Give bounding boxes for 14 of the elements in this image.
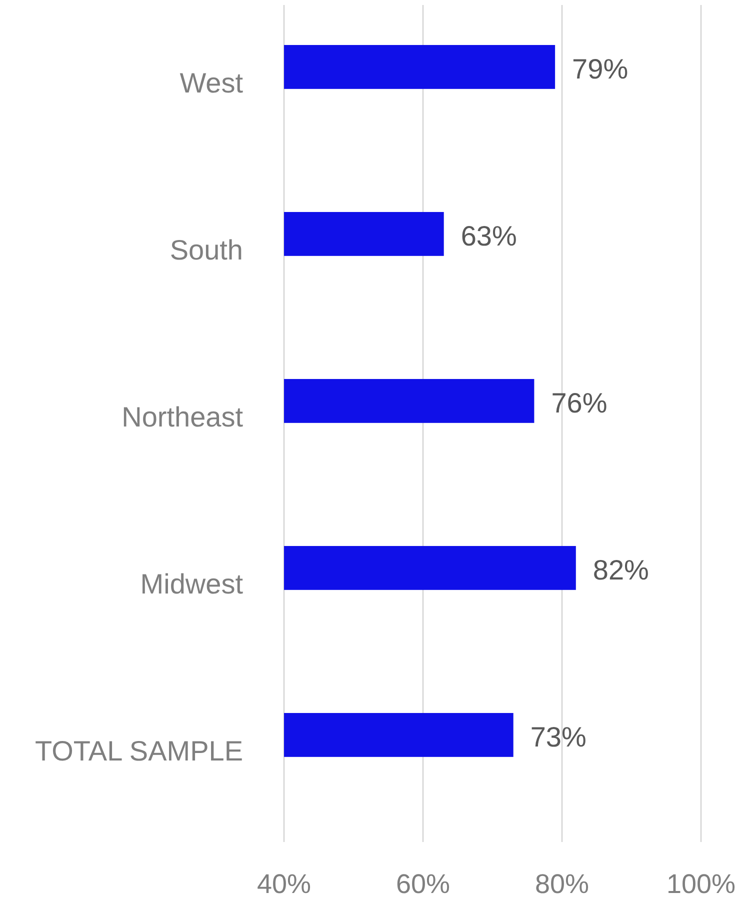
data-label: 79%	[572, 53, 628, 84]
data-label: 76%	[551, 387, 608, 418]
y-tick-label: West	[180, 67, 244, 98]
y-tick-label: Northeast	[122, 401, 244, 432]
y-tick-label: Midwest	[140, 568, 244, 600]
data-label: 73%	[530, 721, 586, 752]
y-tick-label: TOTAL SAMPLE	[35, 735, 243, 766]
x-tick-label: 80%	[534, 869, 590, 899]
x-tick-label: 100%	[666, 869, 736, 899]
data-label: 63%	[460, 220, 517, 252]
data-label: 82%	[592, 554, 649, 586]
x-tick-label: 40%	[256, 869, 312, 899]
x-tick-label: 60%	[396, 869, 450, 899]
y-tick-label: South	[170, 234, 243, 266]
